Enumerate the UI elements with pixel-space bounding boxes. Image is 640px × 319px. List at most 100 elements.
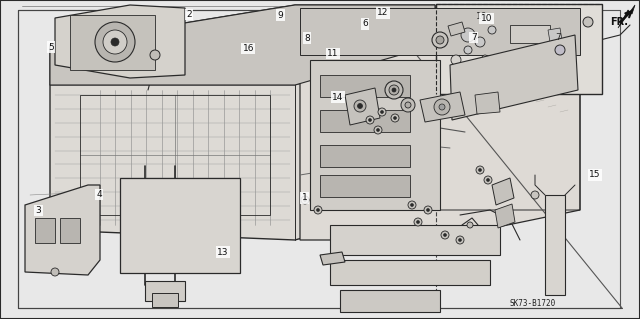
Polygon shape — [50, 5, 435, 240]
Bar — [320, 75, 410, 97]
Bar — [35, 218, 55, 243]
Circle shape — [376, 129, 380, 131]
Circle shape — [439, 104, 445, 110]
Circle shape — [417, 220, 419, 224]
Polygon shape — [475, 92, 500, 114]
Circle shape — [408, 201, 416, 209]
Bar — [320, 110, 410, 132]
Text: 14: 14 — [332, 93, 344, 102]
Text: 8: 8 — [305, 34, 310, 43]
Circle shape — [461, 28, 475, 42]
Polygon shape — [420, 92, 465, 122]
Circle shape — [475, 67, 485, 77]
Text: 10: 10 — [476, 12, 488, 21]
Text: _: _ — [510, 297, 515, 303]
Polygon shape — [495, 204, 515, 228]
Polygon shape — [330, 260, 490, 285]
Text: 16: 16 — [243, 44, 254, 53]
Circle shape — [314, 206, 322, 214]
Circle shape — [51, 268, 59, 276]
Bar — [320, 145, 410, 167]
Circle shape — [103, 30, 127, 54]
Text: 1: 1 — [302, 193, 307, 202]
Text: 10: 10 — [481, 14, 492, 23]
Circle shape — [303, 198, 307, 202]
Circle shape — [441, 231, 449, 239]
Text: 11: 11 — [327, 49, 339, 58]
Text: 7: 7 — [555, 33, 561, 42]
Circle shape — [378, 108, 386, 116]
Circle shape — [488, 26, 496, 34]
Circle shape — [466, 61, 474, 69]
Bar — [70, 15, 155, 70]
Circle shape — [95, 22, 135, 62]
Text: SK73-B1720: SK73-B1720 — [510, 299, 556, 308]
Circle shape — [476, 166, 484, 174]
Polygon shape — [345, 88, 380, 125]
Polygon shape — [50, 5, 435, 85]
Circle shape — [391, 114, 399, 122]
Circle shape — [426, 209, 429, 211]
Polygon shape — [545, 195, 565, 295]
Circle shape — [401, 98, 415, 112]
Circle shape — [482, 55, 488, 61]
Polygon shape — [310, 60, 440, 210]
Text: 5: 5 — [49, 43, 54, 52]
Circle shape — [111, 38, 119, 46]
Polygon shape — [330, 225, 500, 255]
Circle shape — [444, 234, 447, 236]
Circle shape — [456, 236, 464, 244]
Circle shape — [424, 206, 432, 214]
Circle shape — [555, 45, 565, 55]
Polygon shape — [492, 178, 514, 205]
Circle shape — [392, 88, 396, 92]
Circle shape — [410, 204, 413, 206]
Circle shape — [354, 100, 366, 112]
Circle shape — [389, 85, 399, 95]
Polygon shape — [618, 5, 635, 28]
Bar — [436, 4, 602, 94]
Circle shape — [432, 32, 448, 48]
Circle shape — [366, 116, 374, 124]
Circle shape — [369, 118, 371, 122]
Circle shape — [414, 218, 422, 226]
Text: 6: 6 — [362, 19, 367, 28]
Text: 9: 9 — [278, 11, 283, 20]
Polygon shape — [450, 35, 578, 120]
Bar — [60, 218, 80, 243]
Circle shape — [467, 222, 473, 228]
Circle shape — [405, 102, 411, 108]
Circle shape — [374, 126, 382, 134]
Bar — [152, 293, 178, 307]
Text: 2: 2 — [186, 10, 191, 19]
Circle shape — [458, 239, 461, 241]
Circle shape — [301, 196, 309, 204]
Circle shape — [583, 17, 593, 27]
Circle shape — [479, 168, 481, 172]
Text: FR.: FR. — [610, 17, 628, 27]
Bar — [320, 175, 410, 197]
Polygon shape — [300, 8, 580, 55]
Circle shape — [358, 103, 362, 108]
Circle shape — [317, 209, 319, 211]
Polygon shape — [548, 28, 562, 42]
Circle shape — [531, 191, 539, 199]
Circle shape — [394, 116, 397, 120]
Polygon shape — [25, 185, 100, 275]
Text: 7: 7 — [471, 33, 476, 42]
Circle shape — [475, 37, 485, 47]
Text: 4: 4 — [97, 190, 102, 199]
Text: 13: 13 — [217, 248, 228, 256]
Circle shape — [436, 36, 444, 44]
Bar — [145, 281, 185, 301]
Text: 3: 3 — [36, 206, 41, 215]
Circle shape — [451, 55, 461, 65]
Polygon shape — [300, 8, 580, 240]
Circle shape — [464, 46, 472, 54]
Polygon shape — [55, 5, 185, 78]
Circle shape — [484, 176, 492, 184]
Text: 12: 12 — [377, 8, 388, 17]
Circle shape — [381, 110, 383, 114]
Polygon shape — [320, 252, 345, 265]
Circle shape — [385, 81, 403, 99]
